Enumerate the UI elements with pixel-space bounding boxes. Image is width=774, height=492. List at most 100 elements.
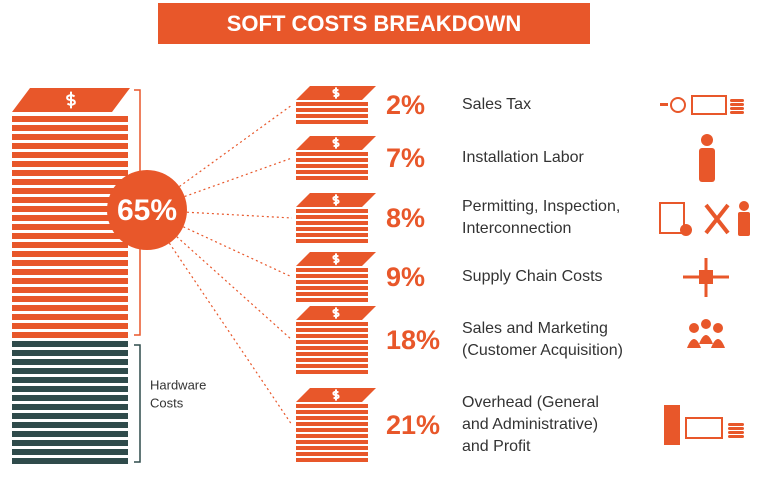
percent-label: 21%: [386, 410, 440, 440]
stack-layer: [296, 328, 368, 332]
cost-name: Sales Tax: [462, 96, 531, 113]
stack-layer: [296, 352, 368, 356]
person-body: [699, 335, 713, 344]
stack-layer: [296, 422, 368, 426]
stack-layer: [296, 428, 368, 432]
stack-layer: [12, 422, 128, 428]
stack-layer: [296, 239, 368, 243]
stack-layer: [296, 164, 368, 168]
stack-layer: [12, 413, 128, 419]
building-icon: [664, 405, 680, 445]
stack-layer: [12, 251, 128, 257]
stack-layer: [296, 209, 368, 213]
stack-layer: [12, 332, 128, 338]
stack-layer: [12, 161, 128, 167]
stack-layer: [12, 197, 128, 203]
stack-layer: [296, 221, 368, 225]
stack-layer: [296, 364, 368, 368]
stack-layer: [296, 440, 368, 444]
dollar-icon: [332, 194, 340, 206]
connector: [183, 226, 293, 278]
stack-layer: [296, 170, 368, 174]
stack-layer: [296, 416, 368, 420]
stack-layer: [296, 404, 368, 408]
connector: [168, 242, 293, 426]
stack-layer: [296, 370, 368, 374]
dollar-icon: [332, 137, 340, 149]
worker-body: [738, 212, 750, 236]
cost-name: Supply Chain Costs: [462, 268, 603, 285]
stack-layer: [296, 233, 368, 237]
person-head: [689, 323, 699, 333]
cost-name: and Administrative): [462, 416, 598, 433]
coin: [730, 103, 744, 106]
stack-layer: [12, 152, 128, 158]
person-body: [711, 339, 725, 348]
stack-layer: [12, 431, 128, 437]
dollar-icon: [66, 91, 76, 109]
stack-layer: [12, 269, 128, 275]
hardware-bracket: [134, 344, 141, 463]
stack-layer: [296, 410, 368, 414]
stack-layer: [12, 125, 128, 131]
cost-stack: [296, 388, 376, 462]
person-body: [687, 339, 701, 348]
connector: [176, 236, 293, 341]
doc-icon: [659, 202, 685, 234]
stack-layer: [12, 206, 128, 212]
stack-layer: [296, 268, 368, 272]
connector: [184, 157, 293, 198]
stack-layer: [12, 350, 128, 356]
hardware-label: Hardware: [150, 377, 206, 392]
coin: [730, 99, 744, 102]
stack-layer: [12, 233, 128, 239]
total-label: 65%: [117, 194, 177, 227]
cost-stack: [296, 252, 376, 302]
cost-stack: [296, 86, 376, 124]
cost-name: Interconnection: [462, 220, 571, 237]
cost-name: Permitting, Inspection,: [462, 198, 620, 215]
stack-layer: [296, 358, 368, 362]
stack-layer: [12, 170, 128, 176]
dollar-icon: [332, 307, 340, 319]
stack-layer: [12, 134, 128, 140]
stack-layer: [296, 152, 368, 156]
stack-layer: [296, 280, 368, 284]
stack-layer: [296, 108, 368, 112]
check-icon: [680, 224, 692, 236]
stack-layer: [12, 314, 128, 320]
title: SOFT COSTS BREAKDOWN: [227, 11, 522, 36]
stack-layer: [12, 404, 128, 410]
stack-layer: [296, 346, 368, 350]
stack-layer: [12, 305, 128, 311]
stack-layer: [12, 395, 128, 401]
stack-layer: [12, 440, 128, 446]
stack-layer: [12, 188, 128, 194]
stack-layer: [296, 458, 368, 462]
stack-layer: [12, 386, 128, 392]
stack-layer: [296, 322, 368, 326]
person-head: [701, 319, 711, 329]
dollar-icon: [332, 389, 340, 401]
coin: [728, 435, 744, 438]
stack-layer: [12, 449, 128, 455]
stack-layer: [296, 334, 368, 338]
stack-layer: [12, 287, 128, 293]
stack-layer: [296, 120, 368, 124]
minus-icon: [660, 103, 668, 106]
stack-layer: [12, 215, 128, 221]
total-circle: [107, 170, 187, 250]
stack-layer: [12, 296, 128, 302]
percent-label: 9%: [386, 262, 425, 292]
cost-stack: [296, 193, 376, 243]
cost-stack: [296, 306, 376, 374]
stack-layer: [296, 434, 368, 438]
worker-head: [739, 201, 749, 211]
stack-layer: [12, 143, 128, 149]
cost-stack: [12, 88, 130, 464]
cash-icon: [691, 95, 727, 115]
box-icon: [699, 270, 713, 284]
connector: [186, 211, 293, 219]
coin: [728, 431, 744, 434]
